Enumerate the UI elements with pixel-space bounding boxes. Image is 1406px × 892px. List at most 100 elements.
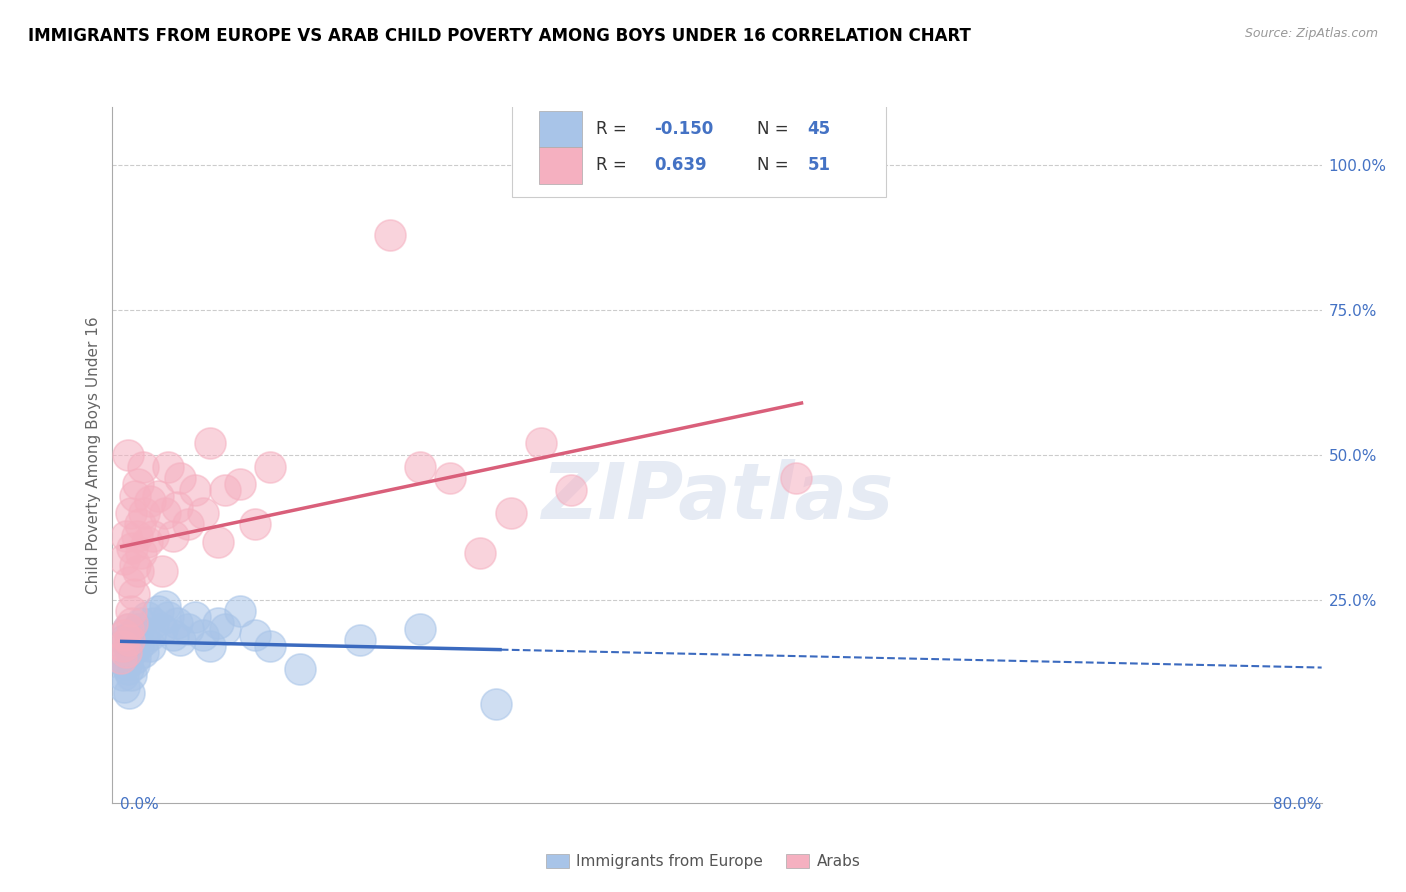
Point (191, 628, 214, 642)
Text: 80.0%: 80.0% (1274, 797, 1322, 812)
Text: N =: N = (756, 156, 789, 175)
Point (115, 529, 138, 543)
Point (124, 651, 146, 665)
Point (132, 633, 155, 648)
Point (118, 633, 141, 648)
Point (127, 476, 149, 491)
Text: 51: 51 (808, 156, 831, 175)
Point (153, 599, 176, 613)
Point (409, 459, 432, 474)
Point (243, 517, 266, 532)
Point (142, 529, 165, 543)
Point (111, 639, 134, 653)
Point (380, 227, 402, 242)
Point (117, 622, 139, 636)
Point (166, 615, 188, 630)
Point (110, 651, 132, 665)
Point (243, 628, 266, 642)
Point (259, 459, 281, 474)
Text: R =: R = (596, 120, 627, 137)
Point (115, 657, 138, 671)
Text: Source: ZipAtlas.com: Source: ZipAtlas.com (1244, 27, 1378, 40)
Text: -0.150: -0.150 (654, 120, 713, 137)
Point (214, 483, 236, 497)
Point (191, 506, 214, 520)
Point (157, 459, 180, 474)
Point (121, 615, 143, 630)
Point (114, 628, 136, 642)
Point (150, 564, 173, 578)
Point (132, 506, 155, 520)
Point (560, 483, 582, 497)
Point (114, 552, 136, 566)
Point (229, 605, 252, 619)
Point (529, 436, 551, 450)
Point (110, 651, 132, 665)
Point (470, 546, 492, 561)
Point (127, 639, 149, 653)
Point (229, 476, 252, 491)
Point (207, 534, 229, 549)
Point (120, 605, 142, 619)
Point (259, 639, 281, 653)
Point (118, 639, 141, 653)
Point (121, 541, 143, 555)
Point (115, 645, 138, 659)
Point (118, 685, 141, 699)
Point (166, 500, 188, 514)
Point (120, 645, 142, 659)
Point (157, 610, 180, 624)
FancyBboxPatch shape (540, 147, 582, 184)
Point (127, 622, 149, 636)
Point (124, 633, 146, 648)
Point (349, 633, 371, 648)
Point (169, 471, 191, 485)
Point (124, 489, 146, 503)
Point (290, 662, 312, 676)
Point (176, 517, 198, 532)
Point (117, 622, 139, 636)
Point (409, 622, 432, 636)
Point (184, 483, 207, 497)
Point (150, 622, 173, 636)
Point (125, 529, 148, 543)
Point (129, 546, 152, 561)
Point (198, 436, 221, 450)
Point (162, 628, 184, 642)
Point (184, 610, 207, 624)
Point (142, 615, 165, 630)
Point (131, 459, 153, 474)
Point (117, 448, 139, 462)
Point (129, 615, 152, 630)
Point (439, 471, 461, 485)
Point (153, 506, 176, 520)
Legend: Immigrants from Europe, Arabs: Immigrants from Europe, Arabs (540, 848, 866, 875)
Point (139, 639, 162, 653)
Point (136, 534, 159, 549)
Text: 0.0%: 0.0% (120, 797, 159, 812)
Point (162, 529, 184, 543)
Point (122, 587, 145, 601)
Point (176, 622, 198, 636)
Text: ZIPatlas: ZIPatlas (541, 458, 893, 534)
Point (121, 628, 143, 642)
Point (785, 471, 807, 485)
Point (118, 575, 141, 590)
Point (146, 605, 169, 619)
Point (120, 506, 142, 520)
Point (214, 622, 236, 636)
FancyBboxPatch shape (540, 111, 582, 146)
Point (111, 668, 134, 682)
Point (198, 639, 221, 653)
Point (114, 680, 136, 694)
Point (128, 517, 150, 532)
Point (169, 633, 191, 648)
Text: N =: N = (756, 120, 789, 137)
Y-axis label: Child Poverty Among Boys Under 16: Child Poverty Among Boys Under 16 (86, 316, 101, 594)
Point (139, 628, 162, 642)
Point (136, 610, 159, 624)
Point (124, 558, 146, 573)
Point (120, 668, 142, 682)
Text: IMMIGRANTS FROM EUROPE VS ARAB CHILD POVERTY AMONG BOYS UNDER 16 CORRELATION CHA: IMMIGRANTS FROM EUROPE VS ARAB CHILD POV… (28, 27, 972, 45)
Point (146, 489, 169, 503)
